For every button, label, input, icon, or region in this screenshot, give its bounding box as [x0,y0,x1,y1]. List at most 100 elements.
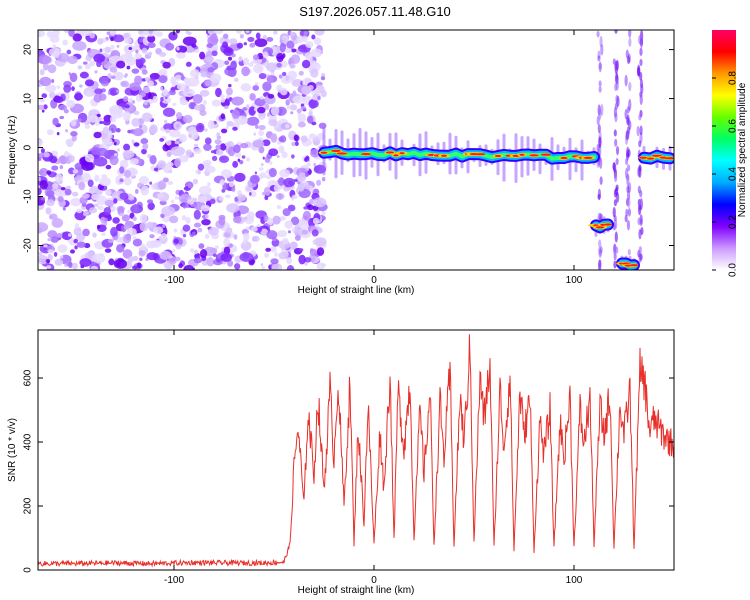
noise-blob [278,251,289,260]
noise-blob [97,205,104,210]
snr-frame [37,329,675,571]
noise-blob [185,30,190,35]
noise-blob [255,32,261,40]
noise-blob [239,159,244,165]
noise-blob [109,205,116,213]
noise-blob [225,87,233,96]
noise-blob [155,31,163,37]
noise-blob [215,87,222,98]
noise-blob [101,134,108,140]
noise-blob [241,155,246,159]
noise-blob [195,122,205,133]
noise-blob [220,128,228,134]
noise-blob [71,86,75,92]
noise-blob [170,199,175,204]
noise-blob [268,148,279,157]
noise-blob [310,48,323,58]
noise-blob [232,160,239,168]
noise-blob [172,249,176,253]
noise-blob [110,44,115,50]
noise-blob [77,65,83,70]
noise-blob [276,155,280,159]
noise-blob [133,142,140,147]
noise-blob [231,186,236,192]
noise-blob [160,96,164,102]
noise-blob [110,36,114,42]
noise-blob [96,195,107,206]
noise-blob [94,203,99,207]
noise-blob [249,93,256,101]
noise-blob [303,30,308,36]
noise-blob [45,259,51,264]
noise-blob [56,52,70,63]
noise-blob [140,185,150,196]
streak-blob [626,164,631,172]
noise-blob [178,155,189,163]
noise-blob [121,214,131,222]
noise-blob [253,63,264,74]
noise-blob [57,195,64,203]
noise-blob [133,207,139,213]
noise-blob [301,59,311,69]
spectrogram-x-tick-label: -100 [164,275,184,286]
noise-blob [82,61,88,65]
noise-blob [93,93,102,103]
noise-blob [187,126,197,135]
noise-blob [291,78,304,87]
noise-blob [113,153,118,157]
noise-blob [201,218,211,226]
noise-blob [67,261,73,269]
noise-blob [79,84,83,88]
noise-blob [64,188,72,196]
noise-blob [298,248,304,252]
noise-blob [113,258,128,269]
streak-blob [626,219,631,231]
noise-blob [105,189,112,196]
streak-blob [626,146,630,158]
noise-blob [300,105,306,110]
noise-blob [276,52,284,63]
noise-blob [257,106,266,114]
noise-blob [219,179,225,186]
trace-peak [629,264,639,267]
noise-blob [292,95,304,104]
noise-blob [63,108,69,114]
noise-blob [69,155,75,163]
noise-blob [306,115,314,124]
streak-blob [627,208,632,217]
noise-blob [220,169,232,179]
noise-blob [65,138,74,146]
noise-blob [253,235,260,242]
noise-blob [193,257,203,264]
noise-blob [47,64,57,74]
noise-blob [296,108,302,114]
noise-blob [238,56,243,62]
spectrogram-y-tick-label: 20 [23,44,34,56]
noise-blob [174,74,182,81]
trace-peak [603,223,613,226]
noise-blob [255,124,259,129]
noise-blob [242,239,247,245]
noise-blob [96,60,102,68]
noise-blob [104,217,108,222]
noise-blob [222,41,228,49]
noise-blob [204,233,210,239]
noise-blob [308,133,317,140]
noise-blob [311,34,316,40]
noise-blob [270,258,279,265]
noise-blob [146,252,159,261]
noise-blob [302,210,312,221]
streak-blob [615,158,619,166]
streak-blob [637,217,641,226]
noise-blob [203,99,207,106]
noise-blob [260,116,265,120]
noise-blob [268,161,273,165]
snr-y-axis-label: SNR (10 * v/v) [7,418,18,482]
noise-blob [209,198,216,205]
noise-blob [102,48,106,52]
noise-blob [93,156,108,167]
noise-blob [306,204,314,211]
trace-peak [336,152,348,155]
streak-blob [614,30,618,34]
